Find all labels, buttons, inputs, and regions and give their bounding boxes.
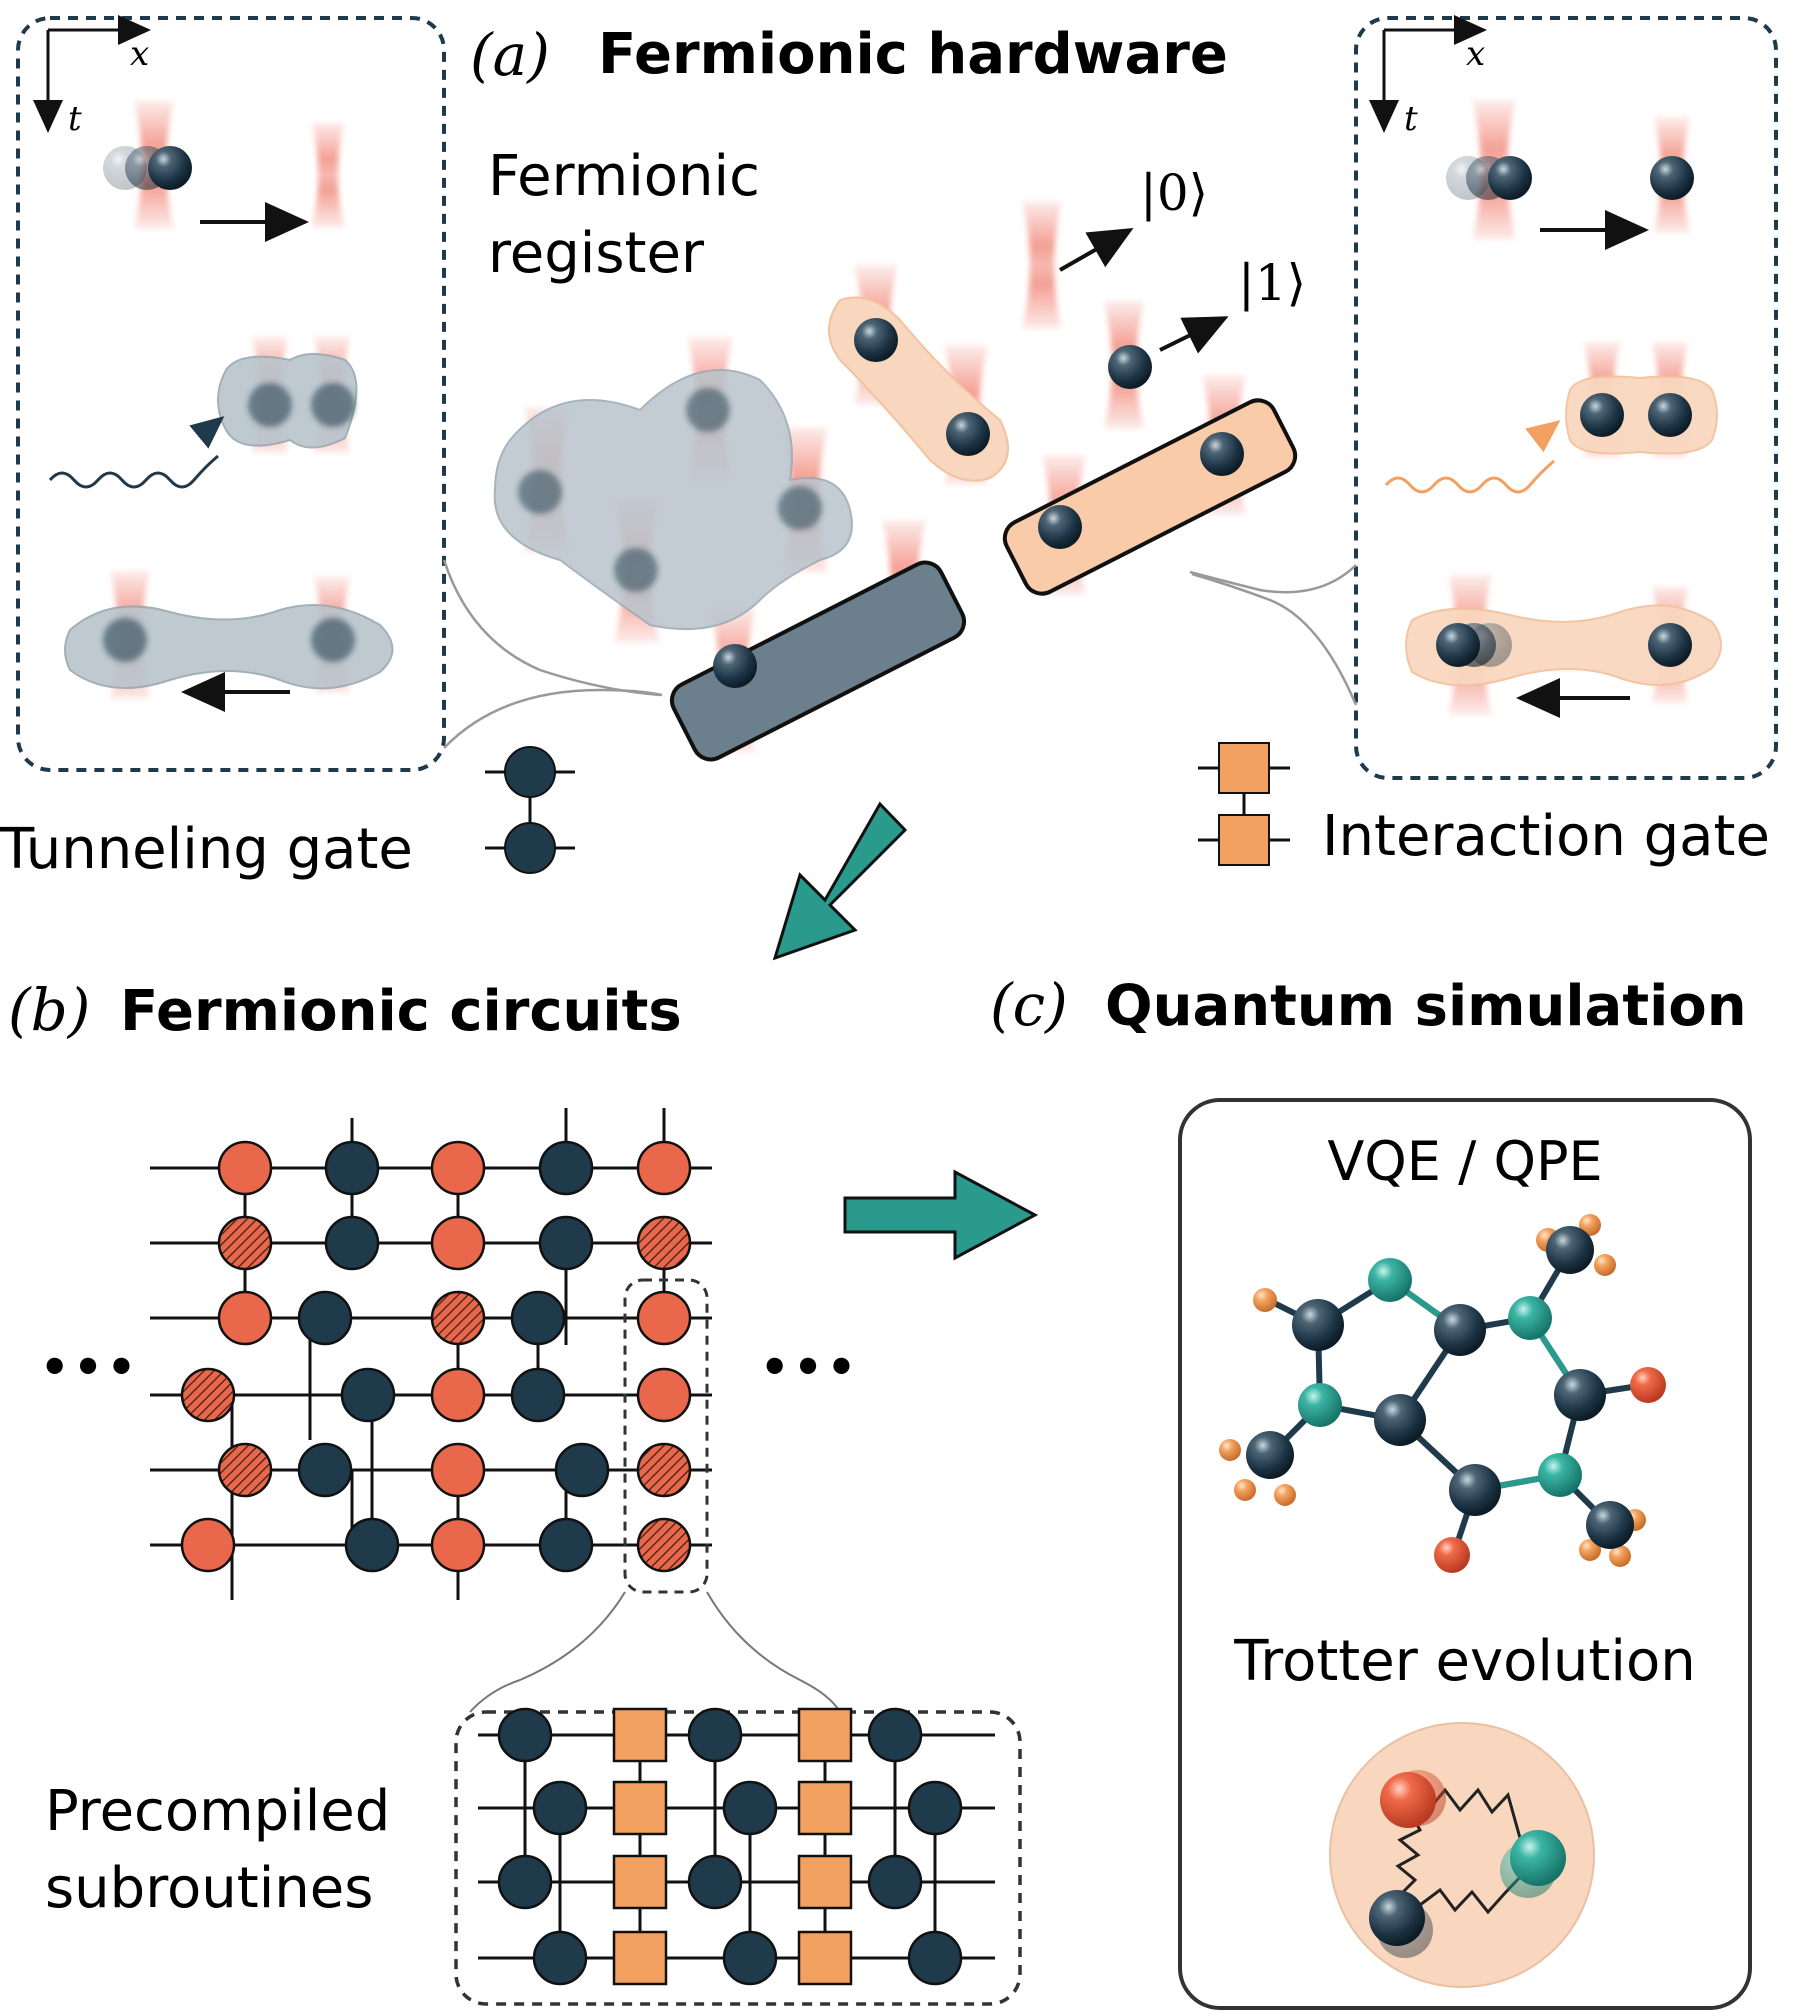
interaction-gate-node	[636, 1367, 692, 1423]
tunneling-gate-node	[497, 1707, 553, 1763]
interaction-gate-node	[797, 1930, 853, 1986]
tunneling-gate-node	[538, 1215, 594, 1271]
tunneling-gate-node	[297, 1290, 353, 1346]
tunneling-gate-node	[510, 1367, 566, 1423]
tunneling-gate-node	[687, 1707, 743, 1763]
tunneling-gate-node	[510, 1290, 566, 1346]
tunneling-gate-node	[538, 1517, 594, 1573]
interaction-gate-node	[217, 1290, 273, 1346]
register-label-line1: Fermionic	[488, 144, 760, 209]
ellipsis-right: •••	[760, 1340, 860, 1394]
panel-a-letter: (a)	[470, 21, 550, 89]
teal-arrow-icon	[772, 801, 908, 961]
tunneling-gate-label: Tunneling gate	[0, 817, 413, 882]
tunneling-inset-frame	[16, 16, 446, 772]
tunneling-gate-node	[344, 1517, 400, 1573]
tunneling-gate-node	[340, 1367, 396, 1423]
interaction-gate-node	[612, 1930, 668, 1986]
interaction-gate-node	[430, 1517, 486, 1573]
panel-c-title: Quantum simulation	[1105, 974, 1747, 1039]
interaction-gate-node	[612, 1707, 668, 1763]
interaction-gate-label: Interaction gate	[1322, 804, 1770, 869]
tunneling-gate-node	[532, 1780, 588, 1836]
interaction-gate-node	[430, 1140, 486, 1196]
interaction-gate-node	[430, 1290, 486, 1346]
simulation-box	[1178, 1098, 1752, 2010]
teal-arrow-right-icon	[843, 1169, 1039, 1261]
subroutine-highlight	[623, 1278, 709, 1594]
interaction-gate-node	[612, 1780, 668, 1836]
interaction-gate-node	[797, 1780, 853, 1836]
fermionic-circuit	[150, 1108, 712, 1600]
interaction-gate-node	[636, 1140, 692, 1196]
interaction-gate-node	[217, 1140, 273, 1196]
subroutines-label-line2: subroutines	[45, 1856, 373, 1921]
tunneling-gate-node	[538, 1140, 594, 1196]
tunneling-gate-node	[907, 1930, 963, 1986]
ket-zero: |0⟩	[1140, 164, 1208, 222]
tunneling-gate-node	[297, 1442, 353, 1498]
panel-a: (a) Fermionic hardware x t	[0, 15, 1778, 961]
interaction-gate-pair	[1002, 398, 1298, 596]
tunneling-gate-node	[907, 1780, 963, 1836]
interaction-gate-node	[430, 1442, 486, 1498]
trotter-evolution-icon	[1329, 1722, 1595, 1988]
interaction-gate-node	[430, 1367, 486, 1423]
tunneling-gate-node	[687, 1854, 743, 1910]
tunneling-gate-node	[324, 1215, 380, 1271]
tunneling-gate-node	[532, 1930, 588, 1986]
interaction-gate-node	[612, 1854, 668, 1910]
ket-one: |1⟩	[1238, 254, 1306, 312]
panel-c: (c) Quantum simulation VQE / QPE	[990, 971, 1752, 2010]
interaction-gate-node	[636, 1215, 692, 1271]
atom-icon	[148, 146, 192, 190]
ellipsis-left: •••	[40, 1340, 140, 1394]
tunneling-gate-node	[722, 1780, 778, 1836]
axis-t-label: t	[68, 99, 82, 139]
axis-x-label: x	[130, 34, 149, 74]
tunneling-inset: x t	[16, 15, 446, 772]
interaction-gate-node	[797, 1854, 853, 1910]
interaction-gate-node	[217, 1442, 273, 1498]
precompiled-subroutine-circuit	[478, 1707, 995, 1986]
tunneling-gate-node	[497, 1854, 553, 1910]
interaction-gate-node	[430, 1215, 486, 1271]
interaction-gate-node	[180, 1367, 236, 1423]
panel-b: (b) Fermionic circuits ••• ••• Precompil…	[8, 976, 1039, 2006]
trotter-label: Trotter evolution	[1233, 1629, 1695, 1694]
axis-x-label-right: x	[1466, 34, 1485, 74]
panel-a-title: Fermionic hardware	[598, 22, 1228, 87]
tunneling-gate-node	[867, 1854, 923, 1910]
fermionic-register: Fermionic register	[488, 144, 1306, 762]
interaction-gate-node	[636, 1442, 692, 1498]
interaction-gate-symbol	[1198, 742, 1290, 866]
axis-t-label-right: t	[1404, 99, 1418, 139]
panel-b-letter: (b)	[8, 976, 90, 1044]
panel-b-title: Fermionic circuits	[120, 979, 682, 1044]
wavy-photon-icon	[48, 454, 219, 489]
register-label-line2: register	[488, 221, 705, 286]
interaction-gate-node	[636, 1517, 692, 1573]
panel-c-letter: (c)	[990, 971, 1068, 1039]
interaction-gate-node	[180, 1517, 236, 1573]
interaction-gate-node	[636, 1290, 692, 1346]
interaction-gate-node	[217, 1215, 273, 1271]
vqe-qpe-label: VQE / QPE	[1327, 1130, 1602, 1193]
interaction-inset: x t	[1354, 15, 1778, 780]
tunneling-gate-node	[867, 1707, 923, 1763]
subroutines-label-line1: Precompiled	[45, 1779, 390, 1844]
molecule-icon	[1219, 1214, 1666, 1573]
tunneling-gate-node	[324, 1140, 380, 1196]
tunneling-gate-symbol	[485, 746, 575, 874]
subroutine-inset-frame	[454, 1710, 1022, 2006]
tunneling-gate-node	[554, 1442, 610, 1498]
interaction-gate-node	[797, 1707, 853, 1763]
tunneling-gate-pair	[669, 560, 967, 762]
tunneling-gate-node	[722, 1930, 778, 1986]
